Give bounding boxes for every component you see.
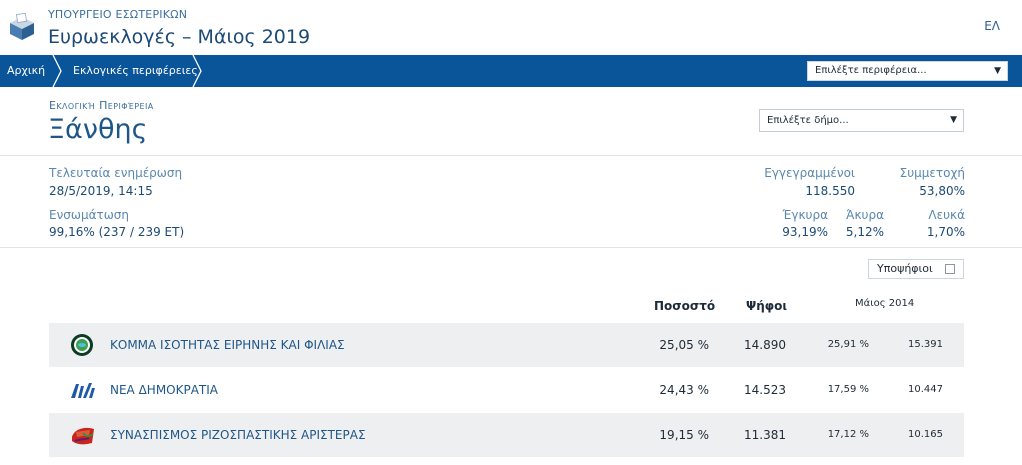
breadcrumb-home[interactable]: Αρχική (7, 64, 46, 77)
party-votes: 14.523 (744, 383, 786, 397)
invalid-value: 5,12% (845, 225, 884, 239)
last-update-value: 28/5/2019, 14:15 (49, 184, 153, 198)
region-select-value: Επιλέξτε περιφέρεια... (815, 65, 927, 76)
column-header-percent: Ποσοστό (654, 299, 716, 313)
ballot-box-icon (10, 13, 34, 40)
table-row[interactable]: ΝΕΑ ΔΗΜΟΚΡΑΤΙΑ 24,43 % 14.523 17,59 % 10… (49, 368, 964, 412)
party-percent: 19,15 % (659, 428, 709, 442)
candidates-checkbox[interactable] (945, 264, 955, 274)
party-percent: 24,43 % (659, 383, 709, 397)
page-title: Ευρωεκλογές – Μάιος 2019 (48, 26, 311, 48)
dropdown-arrow-icon: ▼ (994, 66, 1001, 76)
party-votes: 11.381 (744, 428, 786, 442)
column-header-previous: Μάιος 2014 (855, 298, 915, 309)
keif-logo-icon (71, 334, 93, 356)
party-votes-2014: 10.165 (908, 429, 943, 440)
app-header: ΥΠΟΥΡΓΕΙΟ ΕΣΩΤΕΡΙΚΩΝ Ευρωεκλογές – Μάιος… (0, 0, 1022, 55)
table-row[interactable]: ΚΟΜΜΑ ΙΣΟΤΗΤΑΣ ΕΙΡΗΝΗΣ ΚΑΙ ΦΙΛΙΑΣ 25,05 … (49, 323, 964, 367)
blank-value: 1,70% (926, 225, 965, 239)
table-row[interactable]: ΣΥΝΑΣΠΙΣΜΟΣ ΡΙΖΟΣΠΑΣΤΙΚΗΣ ΑΡΙΣΤΕΡΑΣ 19,1… (49, 413, 964, 457)
party-percent: 25,05 % (659, 338, 709, 352)
party-percent-2014: 17,59 % (827, 384, 869, 395)
integration-label: Ενσωμάτωση (49, 208, 129, 222)
party-votes-2014: 15.391 (908, 339, 943, 350)
party-percent-2014: 25,91 % (827, 339, 869, 350)
chevron-right-icon (192, 55, 202, 87)
party-percent-2014: 17,12 % (827, 429, 869, 440)
integration-value: 99,16% (237 / 239 ΕΤ) (49, 225, 185, 239)
candidates-toggle[interactable]: Υποψήφιοι (868, 259, 964, 279)
municipality-select[interactable]: Επιλέξτε δήμο... ▼ (759, 109, 964, 132)
language-switch[interactable]: ΕΛ (984, 19, 1000, 33)
region-select[interactable]: Επιλέξτε περιφέρεια... ▼ (807, 61, 1008, 81)
blank-label: Λευκά (928, 208, 965, 222)
chevron-right-icon (52, 55, 62, 87)
region-header: Εκλογική Περιφέρεια Ξάνθης Επιλέξτε δήμο… (0, 87, 1022, 156)
last-update-label: Τελευταία ενημέρωση (49, 166, 183, 180)
party-votes-2014: 10.447 (908, 384, 943, 395)
syriza-logo-icon (72, 427, 94, 445)
turnout-label: Συμμετοχή (899, 166, 965, 180)
invalid-label: Άκυρα (846, 208, 884, 222)
breadcrumb: Αρχική Εκλογικές περιφέρειες Επιλέξτε πε… (0, 55, 1022, 87)
stats-panel: Τελευταία ενημέρωση 28/5/2019, 14:15 Ενσ… (0, 156, 1022, 248)
nd-logo-icon (71, 383, 95, 398)
party-votes: 14.890 (744, 338, 786, 352)
region-label: Εκλογική Περιφέρεια (49, 99, 154, 112)
party-name[interactable]: ΚΟΜΜΑ ΙΣΟΤΗΤΑΣ ΕΙΡΗΝΗΣ ΚΑΙ ΦΙΛΙΑΣ (110, 338, 345, 352)
breadcrumb-regions[interactable]: Εκλογικές περιφέρειες (73, 64, 198, 77)
region-name: Ξάνθης (48, 114, 148, 145)
party-name[interactable]: ΣΥΝΑΣΠΙΣΜΟΣ ΡΙΖΟΣΠΑΣΤΙΚΗΣ ΑΡΙΣΤΕΡΑΣ (110, 428, 366, 442)
dropdown-arrow-icon: ▼ (950, 115, 957, 125)
turnout-value: 53,80% (919, 184, 965, 198)
municipality-select-value: Επιλέξτε δήμο... (767, 115, 849, 126)
ministry-name: ΥΠΟΥΡΓΕΙΟ ΕΣΩΤΕΡΙΚΩΝ (48, 8, 188, 21)
valid-value: 93,19% (782, 225, 828, 239)
column-header-votes: Ψήφοι (746, 299, 788, 313)
registered-value: 118.550 (805, 184, 855, 198)
valid-label: Έγκυρα (782, 208, 828, 222)
registered-label: Εγγεγραμμένοι (764, 166, 855, 180)
results-table: Υποψήφιοι Ποσοστό Ψήφοι Μάιος 2014 ΚΟΜΜΑ… (0, 248, 1022, 464)
candidates-toggle-label: Υποψήφιοι (877, 262, 933, 275)
party-name[interactable]: ΝΕΑ ΔΗΜΟΚΡΑΤΙΑ (110, 383, 219, 397)
